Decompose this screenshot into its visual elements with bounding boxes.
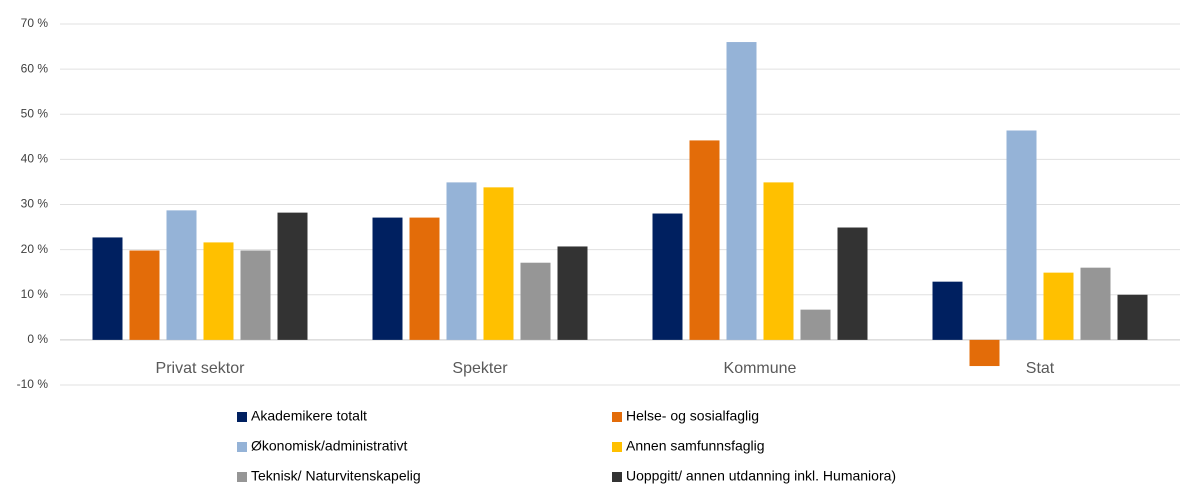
y-tick-label: -10 %	[17, 377, 49, 391]
bar	[277, 212, 308, 340]
legend-swatch	[612, 412, 622, 422]
bar	[969, 339, 1000, 367]
y-tick-label: 10 %	[21, 287, 49, 301]
x-tick-label: Privat sektor	[156, 360, 246, 377]
bar	[1117, 294, 1148, 340]
bar	[409, 217, 440, 340]
bar	[932, 281, 963, 340]
bar	[129, 250, 160, 340]
bar	[92, 237, 123, 340]
bar	[837, 227, 868, 340]
bar	[557, 246, 588, 340]
legend-label: Teknisk/ Naturvitenskapelig	[251, 468, 421, 484]
bar	[689, 140, 720, 340]
legend-swatch	[237, 442, 247, 452]
y-tick-label: 60 %	[21, 61, 49, 75]
x-tick-label: Spekter	[452, 360, 508, 377]
bar	[763, 182, 794, 340]
bar	[652, 213, 683, 340]
legend-label: Helse- og sosialfaglig	[626, 408, 759, 424]
bar	[240, 250, 271, 340]
bar	[446, 182, 477, 340]
bar	[1080, 267, 1111, 340]
legend-swatch	[612, 442, 622, 452]
y-tick-label: 20 %	[21, 242, 49, 256]
bar	[800, 309, 831, 340]
bar	[166, 210, 197, 340]
x-tick-label: Stat	[1026, 360, 1055, 377]
bar	[203, 242, 234, 340]
bar	[726, 42, 757, 340]
y-tick-label: 50 %	[21, 106, 49, 120]
legend-label: Uoppgitt/ annen utdanning inkl. Humanior…	[626, 468, 896, 484]
legend-label: Økonomisk/administrativt	[251, 438, 407, 454]
bar	[520, 262, 551, 340]
legend-swatch	[237, 412, 247, 422]
legend-label: Akademikere totalt	[251, 408, 367, 424]
y-tick-label: 30 %	[21, 197, 49, 211]
y-tick-label: 40 %	[21, 152, 49, 166]
bar	[372, 217, 403, 340]
legend-swatch	[237, 472, 247, 482]
y-tick-label: 0 %	[27, 332, 48, 346]
bar	[1043, 272, 1074, 340]
y-tick-label: 70 %	[21, 16, 49, 30]
x-tick-label: Kommune	[724, 360, 797, 377]
bar	[483, 187, 514, 340]
legend-label: Annen samfunnsfaglig	[626, 438, 765, 454]
bar	[1006, 130, 1037, 340]
legend-swatch	[612, 472, 622, 482]
